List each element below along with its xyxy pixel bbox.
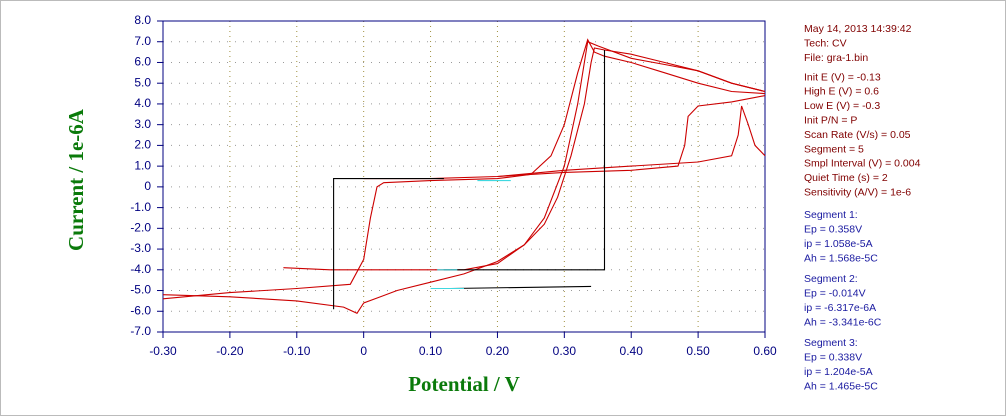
x-axis-title: Potential / V <box>408 372 520 396</box>
y-tick-label: 0 <box>144 179 151 193</box>
y-tick-label: 5.0 <box>134 75 151 89</box>
info-line: High E (V) = 0.6 <box>804 86 879 98</box>
info-line: Segment = 5 <box>804 143 864 155</box>
info-line: Scan Rate (V/s) = 0.05 <box>804 129 911 141</box>
y-tick-label: 3.0 <box>134 117 151 131</box>
x-tick-label: 0.30 <box>553 344 577 358</box>
segment-line: ip = -6.317e-6A <box>804 302 876 314</box>
curve <box>333 178 444 310</box>
y-tick-label: 2.0 <box>134 138 151 152</box>
segment-line: Ep = 0.358V <box>804 223 862 235</box>
curve <box>497 105 766 178</box>
x-tick-label: 0.10 <box>419 344 443 358</box>
x-tick-label: 0.60 <box>753 344 777 358</box>
curve <box>162 47 766 314</box>
info-line: Tech: CV <box>804 37 847 49</box>
segment-line: ip = 1.204e-5A <box>804 366 873 378</box>
curve <box>162 38 766 300</box>
info-line: Init P/N = P <box>804 114 857 126</box>
plot-border <box>162 20 766 333</box>
segment-title: Segment 3: <box>804 337 858 349</box>
segment-title: Segment 2: <box>804 273 858 285</box>
curve <box>443 50 606 271</box>
curve <box>283 40 766 271</box>
segment-line: Ah = 1.568e-5C <box>804 252 878 264</box>
y-tick-label: -1.0 <box>130 200 151 214</box>
info-line: Sensitivity (A/V) = 1e-6 <box>804 186 911 198</box>
segment-title: Segment 1: <box>804 209 858 221</box>
x-tick-label: 0 <box>360 344 367 358</box>
x-tick-label: 0.50 <box>686 344 710 358</box>
y-tick-label: -3.0 <box>130 241 151 255</box>
segment-line: Ah = 1.465e-5C <box>804 380 878 392</box>
info-line: Low E (V) = -0.3 <box>804 100 880 112</box>
info-line: Smpl Interval (V) = 0.004 <box>804 158 921 170</box>
y-tick-label: 1.0 <box>134 158 151 172</box>
y-tick-label: -6.0 <box>130 303 151 317</box>
y-tick-label: -5.0 <box>130 283 151 297</box>
segment-line: ip = 1.058e-5A <box>804 238 873 250</box>
y-tick-label: 6.0 <box>134 55 151 69</box>
segment-line: Ep = 0.338V <box>804 351 862 363</box>
x-tick-label: 0.20 <box>486 344 510 358</box>
curve <box>450 285 592 290</box>
y-tick-label: 4.0 <box>134 96 151 110</box>
info-line: Quiet Time (s) = 2 <box>804 172 888 184</box>
x-tick-label: -0.20 <box>216 344 244 358</box>
y-tick-label: 8.0 <box>134 13 151 27</box>
info-line: Init E (V) = -0.13 <box>804 71 881 83</box>
info-line: May 14, 2013 14:39:42 <box>804 23 912 35</box>
x-tick-label: -0.30 <box>149 344 177 358</box>
y-tick-label: -4.0 <box>130 262 151 276</box>
x-tick-label: -0.10 <box>283 344 311 358</box>
info-line: File: gra-1.bin <box>804 52 868 64</box>
segment-line: Ah = -3.341e-6C <box>804 316 882 328</box>
segment-line: Ep = -0.014V <box>804 287 866 299</box>
y-axis-title: Current / 1e-6A <box>64 108 88 251</box>
curve <box>363 95 766 180</box>
y-tick-label: -7.0 <box>130 324 151 338</box>
y-tick-label: 7.0 <box>134 34 151 48</box>
x-tick-label: 0.40 <box>620 344 644 358</box>
y-tick-label: -2.0 <box>130 221 151 235</box>
